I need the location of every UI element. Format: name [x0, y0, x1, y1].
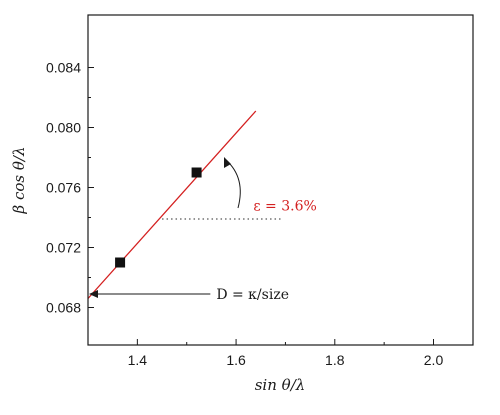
data-point — [191, 167, 202, 178]
x-tick-label: 1.8 — [325, 352, 345, 368]
ticks-layer: 1.4 1.6 1.8 2.0 0.068 0.072 0.076 0.080 0.084 — [46, 60, 444, 369]
x-tick-label: 1.6 — [226, 352, 246, 368]
y-tick-label: 0.084 — [46, 60, 81, 76]
data-point — [115, 257, 126, 268]
points-layer — [115, 167, 202, 268]
y-tick-label: 0.080 — [46, 120, 81, 136]
x-tick-label: 2.0 — [424, 352, 444, 368]
x-axis-title: sin θ/λ — [255, 376, 306, 394]
size-arrowhead — [89, 290, 98, 298]
lines-layer — [87, 110, 281, 299]
plot-frame — [87, 14, 474, 346]
y-tick-label: 0.072 — [46, 240, 81, 256]
strain-annotation: ε = 3.6% — [253, 199, 316, 215]
strain-curved-arrow — [225, 159, 241, 209]
y-tick-label: 0.076 — [46, 180, 81, 196]
x-tick-label: 1.4 — [128, 352, 148, 368]
y-axis-title: β cos θ/λ — [10, 147, 28, 215]
y-tick-label: 0.068 — [46, 300, 81, 316]
fit-line — [87, 110, 257, 299]
strain-arrowhead — [224, 157, 231, 168]
size-annotation: D = κ/size — [216, 287, 289, 303]
annot-layer: ε = 3.6% D = κ/size — [89, 157, 317, 303]
